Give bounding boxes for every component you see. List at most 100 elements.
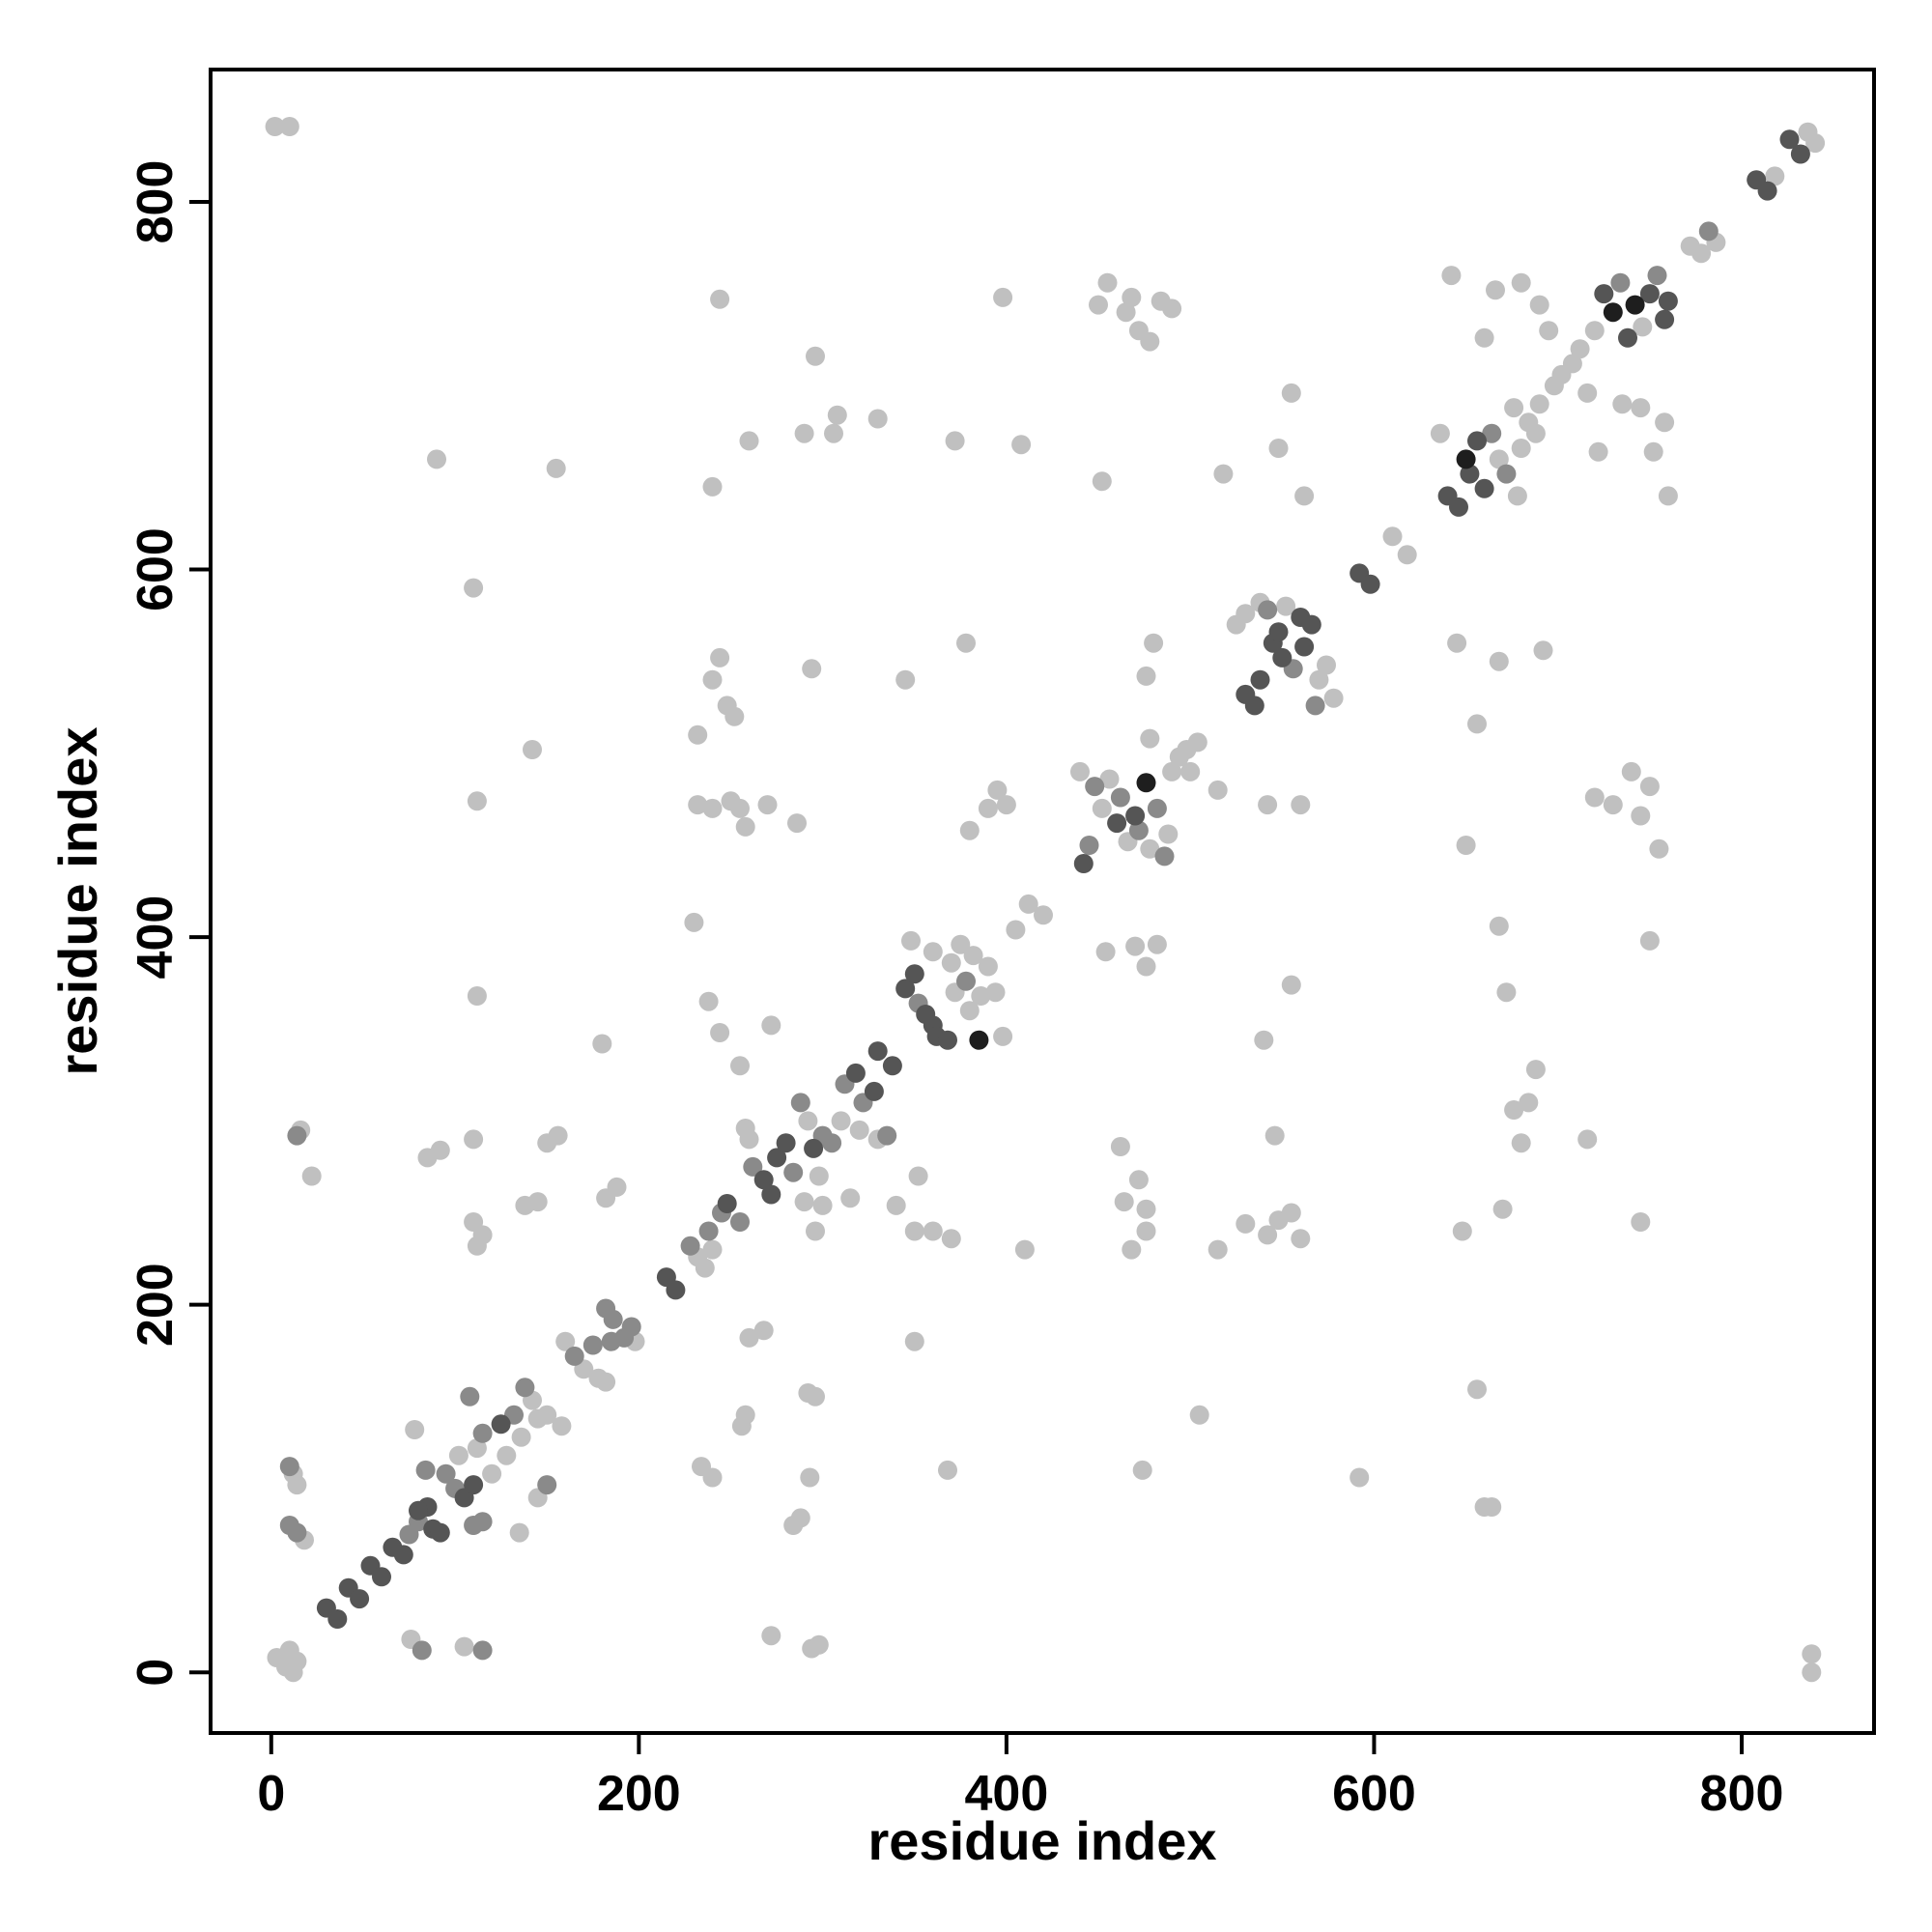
data-point — [467, 1236, 487, 1256]
data-point — [1449, 497, 1468, 517]
data-point — [731, 1416, 752, 1436]
data-point — [603, 1309, 623, 1329]
data-point — [882, 1056, 902, 1076]
data-point — [806, 1221, 825, 1241]
data-point — [1529, 394, 1549, 414]
data-point — [1136, 956, 1156, 977]
data-point — [1655, 309, 1675, 329]
data-point — [985, 982, 1006, 1003]
data-point — [735, 816, 755, 837]
data-point — [1136, 666, 1156, 686]
data-point — [812, 1195, 833, 1215]
data-point — [959, 1001, 980, 1021]
data-point — [787, 813, 807, 834]
data-point — [1070, 761, 1090, 781]
y-tick-label: 0 — [128, 1659, 184, 1687]
data-point — [1110, 1137, 1130, 1156]
data-point — [1447, 633, 1467, 653]
data-point — [688, 795, 708, 815]
data-point — [1647, 266, 1667, 286]
data-point — [1625, 295, 1645, 315]
data-point — [904, 1331, 924, 1351]
data-point — [1258, 1225, 1278, 1245]
data-point — [1441, 266, 1462, 286]
data-point — [702, 1467, 723, 1488]
data-point — [491, 1414, 511, 1435]
data-point — [464, 578, 484, 598]
data-point — [956, 633, 976, 653]
data-point — [1208, 780, 1228, 800]
plot-frame — [209, 68, 1876, 1735]
data-point — [1014, 1239, 1035, 1260]
data-point — [904, 964, 924, 984]
data-point — [1643, 441, 1663, 462]
data-point — [1140, 331, 1160, 352]
y-tick-label: 800 — [128, 160, 184, 244]
data-point — [1162, 761, 1182, 781]
data-point — [1268, 439, 1289, 458]
data-point — [1805, 133, 1826, 154]
data-point — [1765, 166, 1785, 186]
data-point — [1092, 798, 1112, 818]
data-point — [945, 431, 965, 451]
data-point — [1618, 327, 1637, 348]
x-axis: 0 200 400 600 800 — [257, 1733, 1783, 1822]
data-point — [265, 117, 285, 136]
data-point — [1154, 846, 1175, 867]
data-point — [1492, 1199, 1513, 1219]
data-point — [730, 1056, 750, 1076]
data-point — [467, 1438, 487, 1459]
data-point — [790, 1508, 810, 1528]
data-point — [287, 1475, 307, 1495]
data-point — [969, 1030, 989, 1050]
data-point — [798, 1111, 818, 1131]
data-point — [698, 1221, 719, 1241]
data-point — [1236, 1213, 1256, 1234]
data-point — [427, 449, 446, 469]
data-point — [867, 409, 888, 429]
data-point — [710, 647, 730, 668]
data-point — [1276, 596, 1296, 616]
data-point — [1136, 773, 1156, 793]
data-point — [1482, 1497, 1502, 1517]
data-point — [790, 1093, 810, 1113]
data-point — [680, 1236, 700, 1256]
data-point — [1236, 604, 1256, 624]
data-point — [1305, 696, 1325, 716]
data-point — [515, 1378, 535, 1398]
data-point — [454, 1636, 474, 1657]
data-point — [959, 820, 980, 840]
data-point — [702, 798, 723, 818]
data-point — [1525, 423, 1546, 443]
data-point — [464, 1129, 484, 1150]
data-point — [1281, 975, 1301, 995]
data-point — [739, 1327, 759, 1348]
data-point — [941, 1229, 961, 1249]
data-point — [1496, 464, 1517, 484]
data-point — [1281, 383, 1301, 403]
data-point — [849, 1120, 869, 1140]
data-point — [1250, 669, 1270, 690]
data-point — [908, 1166, 928, 1186]
data-point — [1802, 1662, 1822, 1683]
data-point — [1097, 272, 1118, 293]
data-point — [864, 1081, 884, 1101]
data-point — [794, 1192, 814, 1212]
data-point — [1467, 714, 1487, 734]
data-point — [1570, 339, 1590, 359]
data-point — [987, 780, 1008, 800]
data-point — [1382, 526, 1403, 547]
data-point — [1631, 806, 1651, 826]
data-point — [287, 1125, 307, 1146]
data-point — [472, 1423, 493, 1443]
data-point — [1474, 478, 1494, 498]
data-points — [265, 117, 1826, 1683]
data-point — [695, 1258, 715, 1278]
data-point — [1631, 1212, 1651, 1232]
data-point — [1802, 1644, 1822, 1664]
data-point — [1779, 129, 1800, 150]
data-point — [509, 1522, 529, 1543]
data-point — [1317, 655, 1336, 675]
data-point — [1489, 916, 1509, 936]
x-tick-label: 200 — [597, 1766, 681, 1822]
